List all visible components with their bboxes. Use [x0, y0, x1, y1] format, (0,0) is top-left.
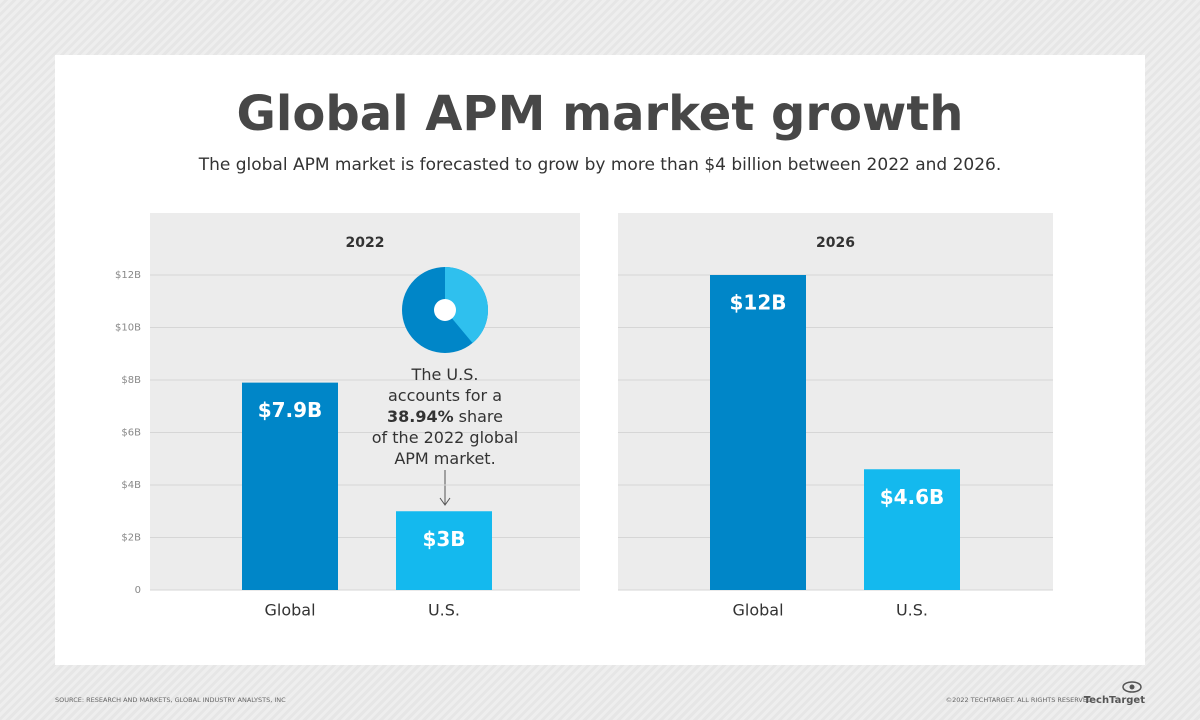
value-label: $12B — [730, 291, 787, 315]
y-tick-label: $6B — [121, 428, 141, 439]
annotation: 38.94% share — [387, 407, 503, 426]
x-tick-label: Global — [732, 601, 783, 620]
logo-eye — [1122, 681, 1142, 693]
bar — [710, 275, 806, 590]
panel-title: 2026 — [816, 235, 855, 251]
annotation: accounts for a — [388, 386, 502, 405]
y-tick-label: $4B — [121, 480, 141, 491]
annotation-text: of the 2022 global — [372, 428, 518, 447]
arrow-head — [439, 497, 451, 506]
y-tick-label: 0 — [135, 585, 141, 596]
annotation: of the 2022 global — [372, 428, 518, 447]
title: Global APM market growth — [237, 86, 964, 142]
y-tick-label: $8B — [121, 375, 141, 386]
annotation: The U.S. — [411, 365, 479, 384]
x-tick-label: Global — [264, 601, 315, 620]
annotation-text: The U.S. — [411, 365, 479, 384]
annotation-text: APM market. — [394, 449, 495, 468]
panel — [618, 213, 1053, 590]
x-tick-label: U.S. — [428, 601, 460, 620]
source: SOURCE: RESEARCH AND MARKETS, GLOBAL IND… — [55, 696, 286, 704]
panel-title: 2022 — [346, 235, 385, 251]
bar — [864, 469, 960, 590]
y-tick-label: $2B — [121, 533, 141, 544]
y-tick-label: $12B — [115, 270, 141, 281]
annotation-text: accounts for a — [388, 386, 502, 405]
copyright: ©2022 TECHTARGET. ALL RIGHTS RESERVED — [946, 696, 1092, 704]
panel — [150, 213, 580, 590]
value-label: $7.9B — [258, 398, 323, 422]
pie-slice — [445, 267, 488, 344]
y-tick-label: $10B — [115, 323, 141, 334]
bar — [396, 511, 492, 590]
value-label: $3B — [422, 527, 465, 551]
value-label: $4.6B — [880, 485, 945, 509]
logo-pupil — [1129, 684, 1135, 690]
logo: TechTarget — [1084, 695, 1145, 706]
annotation-text: share — [459, 407, 503, 426]
bar — [242, 382, 338, 590]
subtitle: The global APM market is forecasted to g… — [198, 155, 1002, 175]
pie-hole — [434, 299, 456, 321]
x-tick-label: U.S. — [896, 601, 928, 620]
annotation: APM market. — [394, 449, 495, 468]
annotation-value: 38.94% — [387, 407, 454, 426]
